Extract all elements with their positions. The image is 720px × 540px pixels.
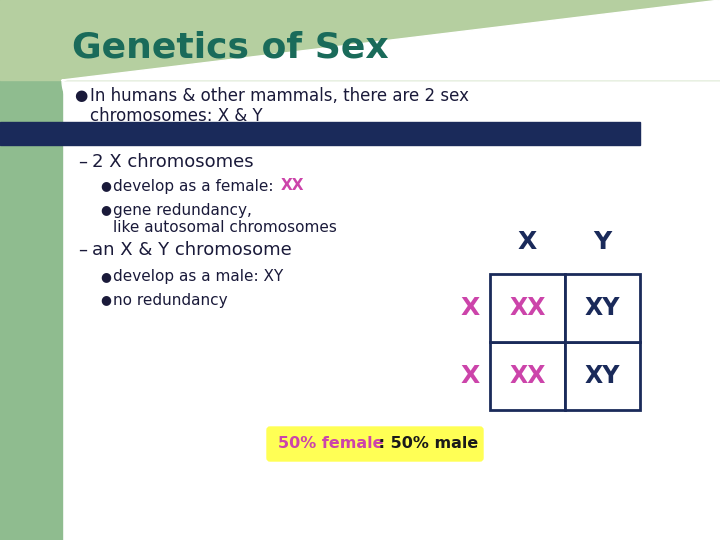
Text: X: X — [518, 230, 537, 254]
Text: chromosomes: X & Y: chromosomes: X & Y — [90, 107, 263, 125]
Text: : 50% male: : 50% male — [373, 436, 478, 451]
Bar — [0, 0, 62, 540]
Text: ●: ● — [74, 89, 87, 104]
Text: XX: XX — [281, 179, 305, 193]
FancyBboxPatch shape — [267, 427, 483, 461]
Bar — [565, 342, 640, 410]
Text: Genetics of Sex: Genetics of Sex — [72, 31, 389, 65]
Text: –: – — [78, 241, 87, 259]
Text: ●: ● — [100, 179, 111, 192]
Text: XY: XY — [585, 296, 620, 320]
Text: ●: ● — [100, 271, 111, 284]
Text: X: X — [460, 364, 480, 388]
Text: –: – — [78, 153, 87, 171]
Text: X: X — [460, 296, 480, 320]
Text: 50% female: 50% female — [278, 436, 384, 451]
Text: 2 X chromosomes: 2 X chromosomes — [92, 153, 253, 171]
Bar — [490, 342, 565, 410]
Text: no redundancy: no redundancy — [113, 293, 228, 307]
Text: an X & Y chromosome: an X & Y chromosome — [92, 241, 292, 259]
Text: XY: XY — [585, 364, 620, 388]
Text: In humans & other mammals, there are 2 sex: In humans & other mammals, there are 2 s… — [90, 87, 469, 105]
Polygon shape — [62, 0, 720, 120]
Text: gene redundancy,: gene redundancy, — [113, 202, 252, 218]
Text: Y: Y — [593, 230, 611, 254]
Text: develop as a male: XY: develop as a male: XY — [113, 269, 283, 285]
Bar — [0, 0, 720, 80]
Text: XX: XX — [509, 364, 546, 388]
Bar — [490, 274, 565, 342]
Text: XX: XX — [509, 296, 546, 320]
Text: ●: ● — [100, 294, 111, 307]
Text: develop as a female:: develop as a female: — [113, 179, 279, 193]
Bar — [0, 122, 640, 145]
Text: ●: ● — [100, 204, 111, 217]
Text: like autosomal chromosomes: like autosomal chromosomes — [113, 220, 337, 235]
Bar — [565, 274, 640, 342]
